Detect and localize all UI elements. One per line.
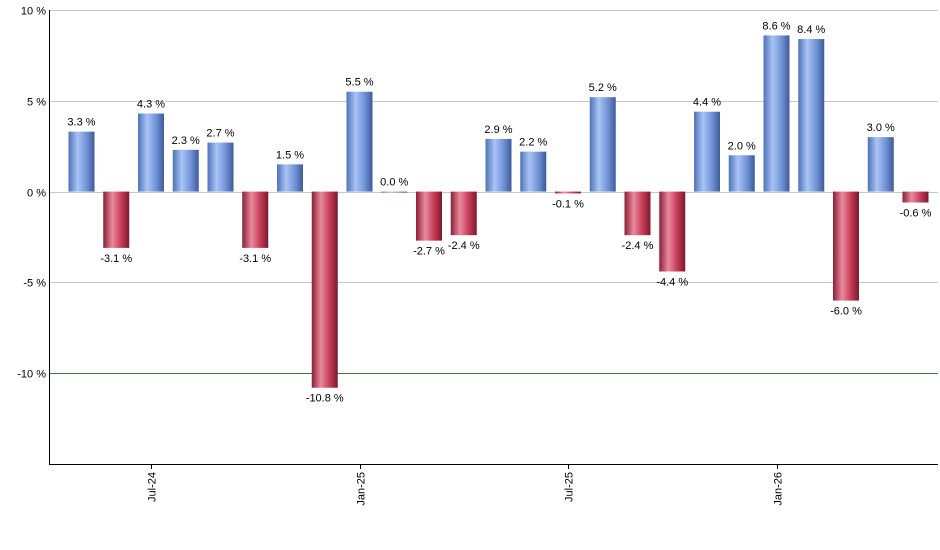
data-label: 3.3 %: [67, 117, 95, 129]
bar-negative: [833, 191, 859, 301]
y-tick-label: -10 %: [17, 369, 46, 381]
data-label: 0.0 %: [380, 177, 408, 189]
y-tick-label: -5 %: [23, 278, 46, 290]
data-labels: 3.3 % -3.1 % 4.3 % 2.3 % 2.7 % -3.1 % 1.5 % -10…: [67, 20, 931, 404]
bar-positive: [172, 149, 199, 192]
data-label: 8.4 %: [797, 24, 825, 36]
data-label: 2.0 %: [728, 140, 756, 152]
data-label: -3.1 %: [239, 253, 271, 265]
axes: 10 % 5 % 0 % -5 % -10 % Jul-24 Jan-25 Jul-25 Jan…: [17, 6, 938, 506]
bar-positive: [798, 39, 825, 192]
data-label: 4.4 %: [693, 97, 721, 109]
data-label: 8.6 %: [762, 20, 790, 32]
data-label: -0.1 %: [552, 198, 584, 210]
data-label: 2.9 %: [484, 124, 512, 136]
x-tick-label: Jul-24: [147, 472, 159, 502]
data-label: 4.3 %: [137, 99, 165, 111]
plot-area: 10 % 5 % 0 % -5 % -10 % Jul-24 Jan-25 Jul-25 Jan…: [17, 6, 938, 506]
bar-positive: [346, 91, 373, 192]
bar-negative: [416, 191, 442, 241]
x-tick-label: Jan-26: [773, 472, 785, 506]
bar-positive: [763, 35, 790, 192]
data-label: 2.2 %: [519, 137, 547, 149]
data-label: -2.4 %: [622, 240, 654, 252]
bar-positive: [694, 111, 720, 192]
data-label: -0.6 %: [900, 207, 932, 219]
data-label: -4.4 %: [656, 277, 688, 289]
data-label: 5.5 %: [345, 77, 373, 89]
data-label: 5.2 %: [589, 82, 617, 94]
bar-positive: [138, 113, 164, 192]
bar-positive: [728, 155, 755, 192]
x-tick-label: Jan-25: [356, 472, 368, 506]
y-tick-label: 5 %: [27, 97, 46, 109]
bar-positive: [207, 142, 234, 192]
data-label: -2.4 %: [448, 240, 480, 252]
y-tick-label: 0 %: [27, 188, 46, 200]
bar-negative: [242, 191, 269, 248]
data-label: -6.0 %: [830, 306, 862, 318]
data-label: 3.0 %: [867, 122, 895, 134]
data-label: -10.8 %: [306, 393, 344, 405]
bar-negative: [450, 191, 477, 236]
bar-negative: [103, 191, 130, 248]
bar-negative: [555, 191, 581, 194]
y-tick-label: 10 %: [21, 6, 46, 18]
bar-positive: [589, 97, 616, 192]
bar-negative: [902, 191, 929, 203]
x-tick-label: Jul-25: [564, 472, 576, 502]
data-label: 1.5 %: [276, 149, 304, 161]
bar-negative: [624, 191, 651, 236]
data-label: -3.1 %: [100, 253, 132, 265]
bar-positive: [867, 137, 894, 192]
bars: [68, 35, 929, 388]
bar-negative: [311, 191, 338, 388]
data-label: 2.3 %: [172, 135, 200, 147]
bar-positive: [520, 151, 547, 192]
bar-positive: [68, 131, 95, 192]
bar-positive: [277, 164, 303, 192]
gridlines: [49, 10, 938, 374]
bar-negative: [659, 191, 686, 272]
bar-positive: [381, 191, 408, 193]
data-label: -2.7 %: [413, 246, 445, 258]
data-label: 2.7 %: [206, 128, 234, 140]
bar-positive: [485, 138, 512, 192]
